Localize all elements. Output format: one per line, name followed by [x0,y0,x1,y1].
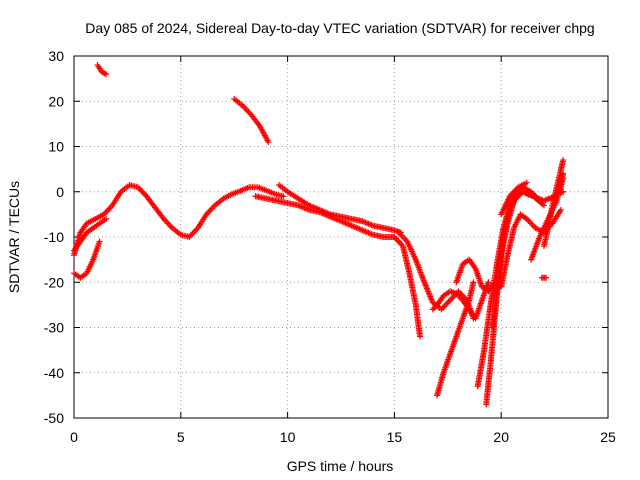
x-tick-label: 10 [280,429,296,445]
series-arc19 [540,157,567,250]
data-point [543,274,550,281]
series-arc5 [231,95,272,145]
x-tick-label: 25 [600,429,616,445]
data-points [71,62,567,408]
series-arc17 [498,179,530,218]
data-point [560,170,567,177]
y-tick-label: -30 [44,320,64,336]
y-tick-label: -40 [44,365,64,381]
chart-title: Day 085 of 2024, Sidereal Day-to-day VTE… [85,20,594,36]
series-arc3 [71,215,110,254]
y-tick-label: 10 [48,139,64,155]
data-point [103,215,110,222]
data-point [558,206,565,213]
y-tick-label: 0 [56,184,64,200]
y-tick-label: -10 [44,229,64,245]
data-point [103,71,110,78]
data-point [523,179,530,186]
series-arc15 [489,188,547,331]
y-tick-label: -50 [44,410,64,426]
series-arc11 [434,279,477,399]
y-tick-label: -20 [44,274,64,290]
series-arc8 [391,234,424,340]
series-arc7 [252,193,398,240]
x-tick-label: 5 [177,429,185,445]
x-tick-label: 0 [70,429,78,445]
data-point [96,238,103,245]
series-arc21 [555,170,567,195]
series-arc6 [276,181,404,236]
data-point [280,193,287,200]
y-axis-label: SDTVAR / TECUs [6,181,22,293]
y-tick-label: 20 [48,93,64,109]
series-arc2 [71,238,103,281]
data-point [485,279,492,286]
data-point [417,333,424,340]
data-point [470,279,477,286]
series-arc1 [71,181,287,259]
data-point [560,157,567,164]
x-tick-label: 15 [387,429,403,445]
y-tick-label: 30 [48,48,64,64]
axis-ticks: 0 5 10 15 20 25 -50 -40 -30 -20 -10 0 10 20 30 [44,48,616,445]
grid-lines [74,56,608,418]
data-point [540,202,547,209]
x-axis-label: GPS time / hours [287,458,394,474]
data-point [265,138,272,145]
x-tick-label: 20 [493,429,509,445]
series-arc4 [94,62,110,78]
series-arc10 [429,279,492,322]
series-arc20 [538,274,550,281]
